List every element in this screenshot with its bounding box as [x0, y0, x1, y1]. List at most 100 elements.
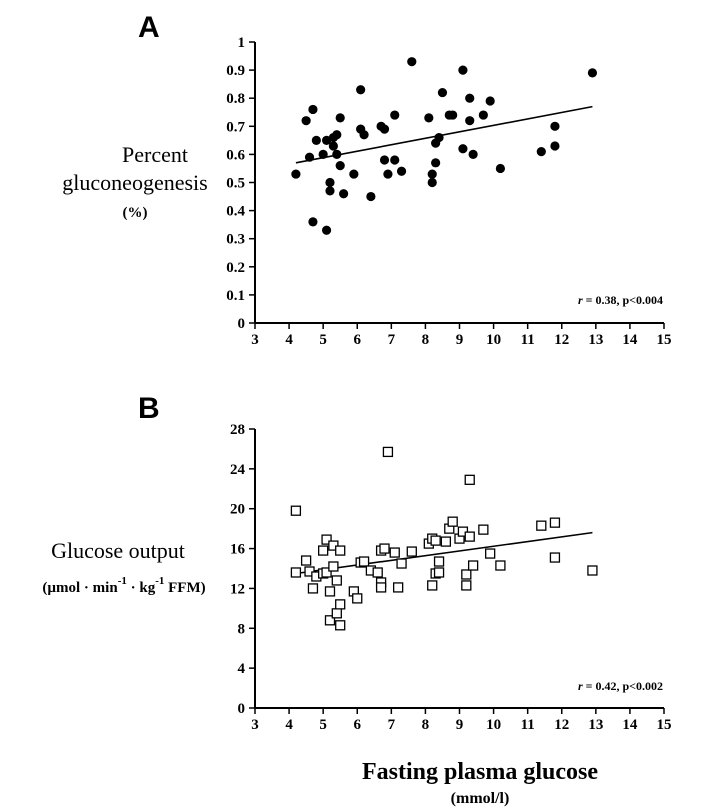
- panel-a-ylabel-unit: (%): [123, 205, 148, 221]
- data-point: [339, 189, 349, 199]
- panel-b: B Glucose output (µmol · min-1 · kg-1 FF…: [42, 392, 671, 733]
- x-tick-label: 14: [622, 717, 638, 733]
- data-point: [331, 608, 342, 619]
- data-point: [366, 191, 376, 202]
- data-point: [392, 582, 404, 593]
- panel-a-letter: A: [138, 11, 160, 44]
- data-point: [495, 560, 506, 571]
- data-point: [383, 169, 393, 179]
- data-point: [379, 155, 390, 165]
- data-point: [335, 599, 346, 610]
- data-point: [536, 146, 546, 157]
- data-point: [536, 520, 547, 531]
- data-point: [389, 547, 400, 558]
- data-point: [332, 130, 342, 140]
- y-tick-label: 1: [238, 35, 246, 51]
- x-tick-label: 8: [422, 717, 430, 733]
- x-tick-label: 7: [388, 717, 396, 733]
- data-point: [304, 152, 315, 162]
- x-tick-label: 11: [521, 717, 535, 733]
- y-tick-label: 0.6: [226, 147, 245, 163]
- data-point: [318, 545, 329, 556]
- y-tick-label: 28: [230, 422, 245, 438]
- panel-b-stat-annotation: r = 0.42, p<0.002: [578, 679, 663, 693]
- data-point: [437, 87, 448, 98]
- x-tick-label: 14: [622, 332, 638, 348]
- data-point: [549, 552, 561, 563]
- data-point: [375, 582, 387, 593]
- x-tick-label: 8: [422, 332, 430, 348]
- data-point: [324, 586, 336, 597]
- x-tick-label: 10: [486, 332, 501, 348]
- data-point: [307, 583, 319, 594]
- data-point: [587, 565, 598, 576]
- data-point: [427, 177, 437, 188]
- data-point: [587, 68, 598, 78]
- data-point: [427, 580, 438, 591]
- x-tick-label: 12: [554, 717, 569, 733]
- data-point: [406, 546, 417, 557]
- data-point: [359, 130, 369, 140]
- data-point: [318, 149, 328, 159]
- data-point: [328, 141, 338, 151]
- y-tick-label: 16: [230, 542, 246, 558]
- y-tick-label: 4: [238, 661, 246, 677]
- panel-a: A Percent gluconeogenesis (%) 3 4 5 6 7 8 9 10 1…: [62, 11, 671, 348]
- panel-b-stat-r: r: [578, 679, 583, 693]
- data-point: [325, 186, 335, 196]
- panel-a-marks: [291, 57, 598, 235]
- data-point: [290, 567, 302, 578]
- regression-line: [295, 105, 593, 164]
- data-point: [321, 567, 332, 578]
- data-point: [465, 116, 475, 126]
- data-point: [300, 555, 312, 566]
- data-point: [448, 110, 458, 120]
- x-tick-label: 13: [588, 332, 603, 348]
- data-point: [430, 535, 441, 546]
- data-point: [372, 567, 383, 578]
- x-axis-unit: (mmol/l): [451, 790, 510, 807]
- data-point: [396, 558, 407, 569]
- y-tick-label: 0.5: [226, 176, 245, 192]
- panel-b-stat-value: = 0.42, p<0.002: [583, 679, 663, 693]
- panel-b-axes: 3 4 5 6 7 8 9 10 11 12 13 14 15 0 4 8 12 16 20 24 28: [230, 422, 672, 733]
- panel-a-ylabel-line2: gluconeogenesis: [62, 170, 207, 195]
- data-point: [434, 132, 444, 143]
- x-tick-label: 4: [285, 332, 293, 348]
- y-tick-label: 0.2: [226, 260, 245, 276]
- data-point: [335, 620, 346, 631]
- data-point: [478, 110, 488, 120]
- y-tick-label: 0.9: [226, 63, 245, 79]
- data-point: [379, 124, 390, 134]
- data-point: [461, 580, 472, 591]
- data-point: [431, 158, 441, 168]
- data-point: [478, 524, 489, 535]
- data-point: [331, 575, 342, 586]
- data-point: [464, 531, 475, 542]
- x-axis-title: Fasting plasma glucose: [362, 759, 598, 785]
- data-point: [433, 556, 445, 567]
- y-tick-label: 0: [238, 316, 246, 332]
- data-point: [396, 166, 407, 176]
- y-tick-label: 0.8: [226, 91, 245, 107]
- y-tick-label: 0.7: [226, 119, 245, 135]
- data-point: [447, 516, 458, 527]
- panel-a-axes: 3 4 5 6 7 8 9 10 11 12 13 14 15 0 0.1 0.2 0.3 0.4 0.5 0.6 0.…: [226, 35, 671, 348]
- data-point: [335, 545, 346, 556]
- panel-b-ylabel-unit-sup1: -1: [118, 575, 127, 587]
- data-point: [332, 149, 342, 159]
- x-tick-label: 5: [319, 717, 327, 733]
- data-point: [349, 169, 359, 179]
- data-point: [390, 110, 400, 120]
- panel-a-stat-annotation: r = 0.38, p<0.004: [578, 293, 663, 307]
- data-point: [390, 155, 400, 165]
- x-tick-label: 13: [588, 717, 603, 733]
- panel-b-marks: [290, 446, 598, 631]
- data-point: [549, 517, 561, 528]
- x-tick-label: 6: [354, 332, 362, 348]
- data-point: [440, 536, 452, 547]
- data-point: [321, 225, 332, 235]
- panel-a-ylabel-line1: Percent: [122, 142, 188, 167]
- x-tick-label: 5: [319, 332, 327, 348]
- panel-b-ylabel-unit-part1: (µmol · min: [42, 580, 118, 596]
